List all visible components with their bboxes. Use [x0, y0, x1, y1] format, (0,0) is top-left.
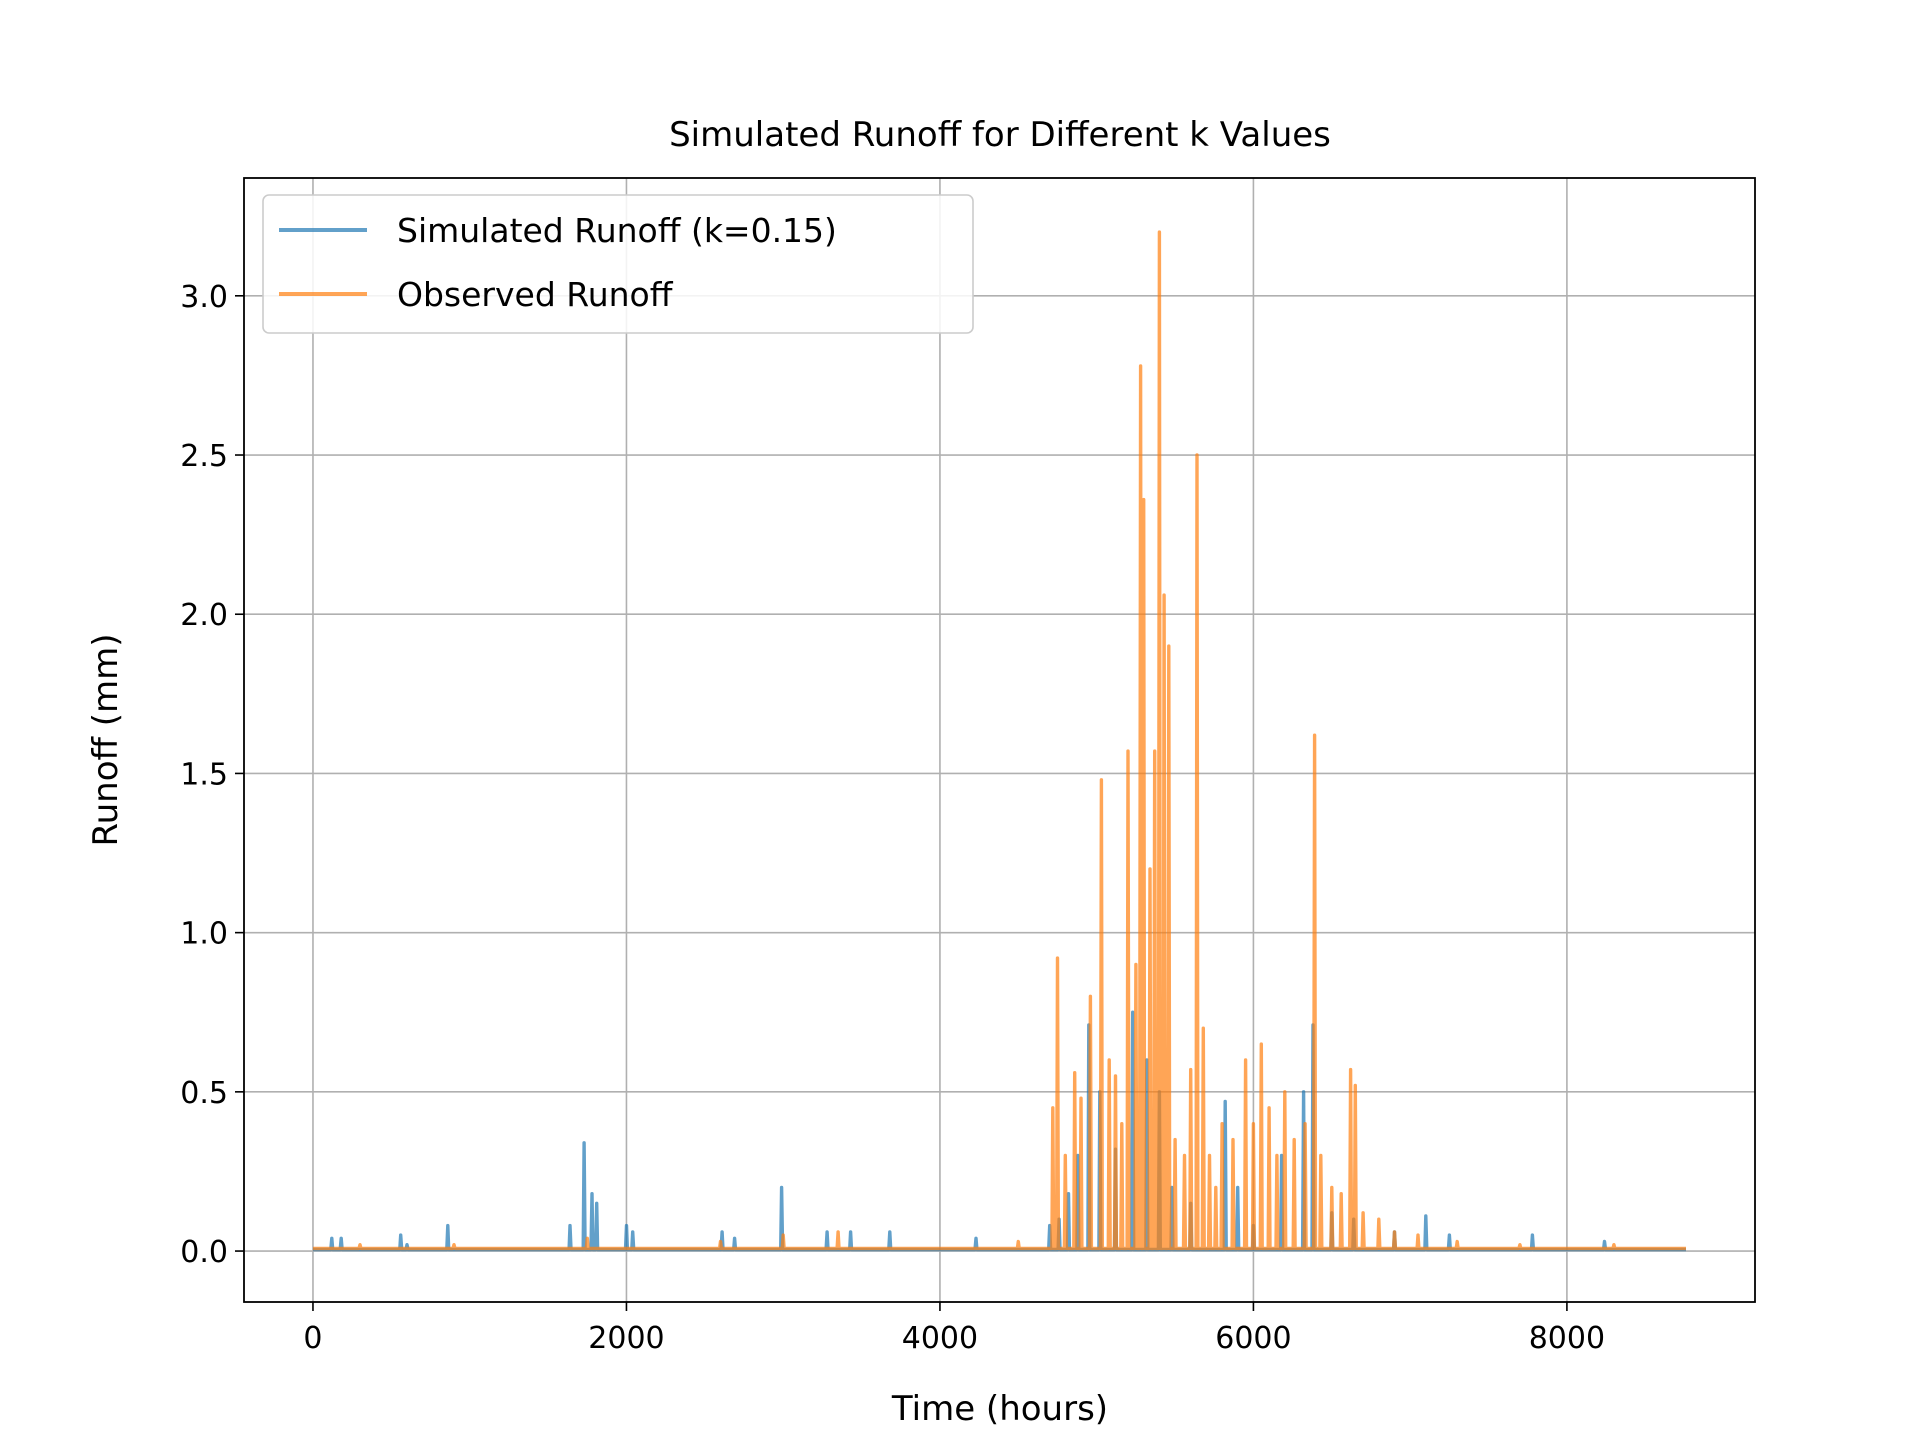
- y-tick-label: 2.5: [180, 439, 228, 474]
- x-tick-label: 6000: [1215, 1321, 1291, 1356]
- y-tick-label: 2.0: [180, 598, 228, 633]
- y-axis-label: Runoff (mm): [86, 634, 126, 847]
- x-tick-label: 8000: [1529, 1321, 1605, 1356]
- axes-frame: [243, 177, 1756, 1303]
- chart-title: Simulated Runoff for Different k Values: [669, 115, 1331, 155]
- x-axis-label: Time (hours): [891, 1389, 1108, 1429]
- x-tick-label: 4000: [902, 1321, 978, 1356]
- axis-ticks: 0 2000 4000 6000 8000 0.0 0.5 1.0 1.5 2.0 2.5 3.0: [180, 280, 1605, 1356]
- x-tick-label: 2000: [588, 1321, 664, 1356]
- grid-lines: [244, 178, 1755, 1302]
- y-tick-label: 1.0: [180, 917, 228, 952]
- y-tick-label: 0.5: [180, 1076, 228, 1111]
- plot-area: [313, 230, 1686, 1252]
- y-tick-label: 1.5: [180, 757, 228, 792]
- y-tick-label: 3.0: [180, 280, 228, 315]
- series-line-1: [313, 230, 1686, 1251]
- legend-label: Observed Runoff: [397, 275, 674, 314]
- x-tick-label: 0: [303, 1321, 322, 1356]
- y-tick-label: 0.0: [180, 1235, 228, 1270]
- legend-label: Simulated Runoff (k=0.15): [397, 211, 837, 250]
- legend-box: [262, 194, 974, 334]
- legend: Simulated Runoff (k=0.15) Observed Runoff: [262, 194, 974, 334]
